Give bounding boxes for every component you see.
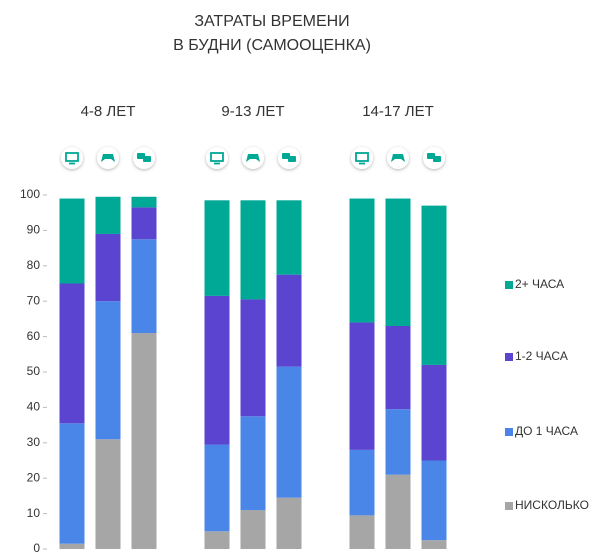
bar-segment xyxy=(385,198,411,326)
y-tick-label: 70 xyxy=(27,293,41,307)
bar-segment xyxy=(349,449,375,516)
icon-monitor xyxy=(355,152,369,162)
bar-segment xyxy=(204,444,230,532)
y-tick-label: 10 xyxy=(27,506,41,520)
chart-subtitle: В БУДНИ (САМООЦЕНКА) xyxy=(173,37,371,54)
bar-segment xyxy=(59,543,85,549)
y-tick-label: 30 xyxy=(27,435,41,449)
bar-segment xyxy=(95,439,121,549)
bar-segment xyxy=(385,474,411,549)
bar-segment xyxy=(421,205,447,365)
legend-swatch xyxy=(505,502,513,510)
icon-gamepad xyxy=(101,154,115,162)
legend-label: НИСКОЛЬКО xyxy=(515,498,589,512)
bar-segment xyxy=(131,239,157,334)
bar-segment xyxy=(204,295,230,445)
icon-badge xyxy=(206,147,228,169)
bar-segment xyxy=(204,200,230,296)
bar-segment xyxy=(131,196,157,208)
bar-segment xyxy=(349,198,375,323)
bar-segment xyxy=(349,515,375,549)
bar-segment xyxy=(59,283,85,424)
bar-segment xyxy=(131,333,157,549)
legend-label: 1-2 ЧАСА xyxy=(515,349,568,363)
y-tick-label: 40 xyxy=(27,400,41,414)
icon-gamepad xyxy=(391,154,405,162)
bar-segment xyxy=(276,200,302,275)
bar-segment xyxy=(240,510,266,549)
group-label: 14-17 ЛЕТ xyxy=(362,103,434,120)
bar-segment xyxy=(95,196,121,234)
group-label: 9-13 ЛЕТ xyxy=(221,103,284,120)
chart-title: ЗАТРАТЫ ВРЕМЕНИ xyxy=(194,13,349,30)
bar-segment xyxy=(385,409,411,475)
bar-segment xyxy=(240,416,266,511)
bar-segment xyxy=(385,325,411,410)
icon-chat xyxy=(433,156,441,162)
bar-segment xyxy=(95,233,121,302)
legend-swatch xyxy=(505,353,513,361)
bar-segment xyxy=(349,322,375,450)
bar-segment xyxy=(240,299,266,417)
y-tick-label: 20 xyxy=(27,470,41,484)
bar-segment xyxy=(276,274,302,367)
bar-segment xyxy=(276,497,302,549)
bar-segment xyxy=(59,198,85,284)
bar-segment xyxy=(204,531,230,549)
bar-segment xyxy=(59,423,85,544)
bar-segment xyxy=(421,460,447,541)
y-tick-label: 80 xyxy=(27,258,41,272)
icon-chat xyxy=(143,156,151,162)
icon-monitor xyxy=(210,152,224,162)
icon-monitor xyxy=(65,152,79,162)
legend-swatch xyxy=(505,428,513,436)
y-tick-label: 90 xyxy=(27,223,41,237)
bar-segment xyxy=(276,366,302,498)
bar-segment xyxy=(421,540,447,549)
bar-segment xyxy=(421,364,447,461)
y-tick-label: 60 xyxy=(27,329,41,343)
icon-badge xyxy=(351,147,373,169)
legend-label: ДО 1 ЧАСА xyxy=(515,424,578,438)
legend-label: 2+ ЧАСА xyxy=(515,277,564,291)
icon-gamepad xyxy=(246,154,260,162)
y-tick-label: 50 xyxy=(27,364,41,378)
y-tick-label: 100 xyxy=(20,187,40,201)
bar-segment xyxy=(240,200,266,300)
icon-chat xyxy=(288,156,296,162)
legend-swatch xyxy=(505,281,513,289)
icon-badge xyxy=(61,147,83,169)
bar-segment xyxy=(131,207,157,240)
bar-segment xyxy=(95,301,121,440)
y-tick-label: 0 xyxy=(33,541,40,553)
group-label: 4-8 ЛЕТ xyxy=(81,103,136,120)
